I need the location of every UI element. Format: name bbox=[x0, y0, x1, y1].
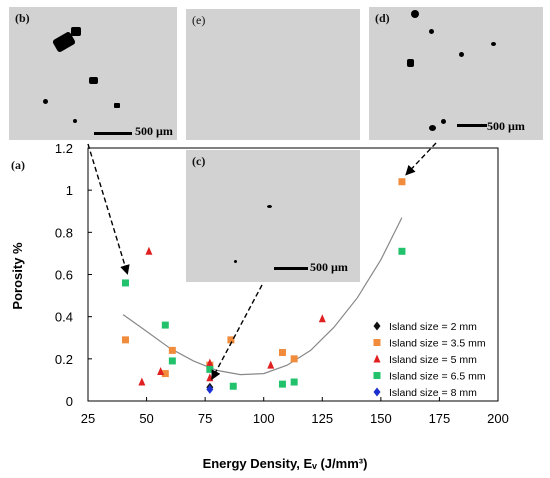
micrograph-b: (b) 500 µm bbox=[9, 7, 177, 140]
legend-marker-3 bbox=[373, 372, 381, 379]
data-point-series-1 bbox=[161, 370, 169, 378]
dashed-arrow bbox=[405, 142, 437, 176]
x-tick-label: 100 bbox=[253, 411, 275, 426]
pore bbox=[234, 260, 237, 263]
pore bbox=[441, 119, 446, 124]
data-point-series-3 bbox=[278, 380, 286, 388]
x-tick-label: 200 bbox=[487, 411, 509, 426]
pore bbox=[89, 77, 98, 84]
pore bbox=[411, 10, 419, 18]
scale-bar-label: 500 µm bbox=[487, 119, 525, 133]
arrows bbox=[87, 142, 437, 381]
y-tick-label: 0.8 bbox=[55, 225, 73, 240]
x-tick-label: 75 bbox=[198, 411, 212, 426]
dashed-arrow bbox=[211, 284, 263, 381]
x-tick-label: 150 bbox=[370, 411, 392, 426]
data-point-series-1 bbox=[227, 336, 235, 344]
data-point-series-3 bbox=[206, 365, 214, 373]
data-point-series-1 bbox=[278, 349, 286, 357]
pore bbox=[43, 99, 48, 104]
micrograph-d-label: (d) bbox=[375, 11, 390, 25]
legend: Island size = 2 mm Island size = 3.5 mm Is… bbox=[373, 321, 486, 399]
y-tick-label: 1.2 bbox=[55, 141, 73, 156]
data-point-series-3 bbox=[398, 247, 406, 255]
pore bbox=[407, 59, 414, 67]
y-tick-label: 0.6 bbox=[55, 268, 73, 283]
scale-bar-label: 500 µm bbox=[310, 260, 348, 274]
pore bbox=[491, 42, 496, 46]
x-tick-label: 25 bbox=[81, 411, 95, 426]
dashed-arrow bbox=[87, 143, 130, 275]
pore bbox=[71, 27, 81, 36]
scale-bar-label: 500 µm bbox=[135, 124, 173, 138]
micrograph-e-label: (e) bbox=[192, 13, 206, 27]
data-point-series-3 bbox=[121, 279, 129, 287]
data-point-series-3 bbox=[161, 321, 169, 329]
scale-bar bbox=[457, 124, 487, 127]
data-point-series-2 bbox=[318, 314, 326, 323]
legend-label-4: Island size = 8 mm bbox=[389, 387, 477, 399]
scale-bar bbox=[94, 132, 132, 135]
legend-label-2: Island size = 5 mm bbox=[389, 354, 477, 366]
micrograph-c-label: (c) bbox=[192, 154, 206, 168]
y-tick-label: 0 bbox=[66, 394, 73, 409]
x-tick-label: 125 bbox=[311, 411, 333, 426]
figure-label: (a) bbox=[11, 158, 25, 172]
axes: 25 50 75 100 125 150 175 200 0 0.2 0.4 0.6 0.8 1 1.2 bbox=[55, 141, 509, 426]
y-tick-label: 0.4 bbox=[55, 310, 73, 325]
data-point-series-3 bbox=[168, 357, 176, 365]
legend-label-1: Island size = 3.5 mm bbox=[389, 338, 486, 350]
data-point-series-2 bbox=[206, 358, 214, 367]
y-tick-label: 1 bbox=[66, 183, 73, 198]
pore bbox=[459, 52, 464, 57]
x-tick-label: 175 bbox=[429, 411, 451, 426]
pore bbox=[114, 103, 120, 108]
y-tick-label: 0.2 bbox=[55, 352, 73, 367]
legend-marker-2 bbox=[373, 354, 381, 363]
micrograph-b-label: (b) bbox=[15, 11, 30, 25]
data-point-series-1 bbox=[121, 336, 129, 344]
pore bbox=[73, 119, 77, 123]
y-axis-label: Porosity % bbox=[10, 242, 25, 310]
pore bbox=[429, 125, 436, 131]
legend-marker-0 bbox=[373, 321, 381, 331]
data-point-series-2 bbox=[157, 366, 165, 375]
scale-bar bbox=[274, 267, 308, 270]
micrograph-c: (c) 500 µm bbox=[186, 150, 360, 282]
data-point-series-1 bbox=[168, 346, 176, 354]
data-point-series-2 bbox=[138, 377, 146, 386]
x-tick-label: 50 bbox=[139, 411, 153, 426]
data-point-series-1 bbox=[398, 178, 406, 186]
legend-label-3: Island size = 6.5 mm bbox=[389, 371, 486, 383]
data-point-series-4 bbox=[206, 384, 214, 394]
micrograph-d: (d) 500 µm bbox=[369, 7, 543, 140]
pore bbox=[267, 205, 272, 208]
legend-marker-1 bbox=[373, 339, 381, 346]
x-axis-label: Energy Density, Eᵥ (J/mm³) bbox=[203, 456, 368, 471]
data-point-series-1 bbox=[290, 355, 298, 363]
data-point-series-3 bbox=[290, 378, 298, 386]
data-point-series-3 bbox=[229, 382, 237, 390]
pore bbox=[429, 29, 434, 34]
legend-label-0: Island size = 2 mm bbox=[389, 321, 477, 333]
data-point-series-2 bbox=[145, 246, 153, 255]
micrograph-e: (e) bbox=[186, 9, 360, 140]
legend-marker-4 bbox=[373, 387, 381, 397]
data-point-series-2 bbox=[267, 360, 275, 369]
